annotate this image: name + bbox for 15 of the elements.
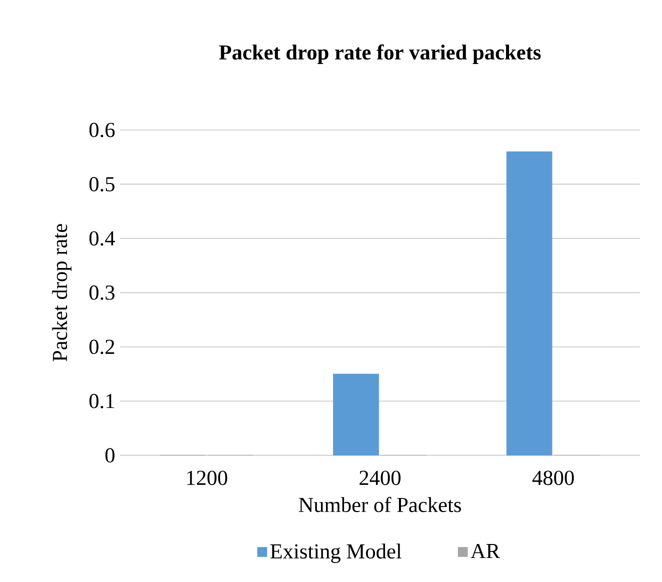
y-tick-label: 0.2	[89, 340, 114, 354]
x-tick-label: 1200	[187, 470, 228, 486]
legend-label: AR	[470, 544, 500, 558]
y-tick-label: 0.4	[89, 231, 115, 246]
y-tick-label: 0.6	[89, 122, 115, 138]
x-tick-label: 2400	[360, 470, 401, 486]
x-axis-title: Number of Packets	[298, 496, 461, 512]
y-tick-label: 0.3	[89, 285, 114, 300]
y-tick-label: 0.1	[89, 394, 114, 408]
y-axis-title: Packet drop rate	[52, 224, 72, 362]
chart-title: Packet drop rate for varied packets	[219, 44, 541, 64]
legend-label: Existing Model	[270, 544, 402, 563]
y-tick-label: 0	[105, 448, 114, 463]
x-tick-label: 4800	[532, 470, 574, 486]
y-tick-label: 0.5	[89, 176, 114, 192]
